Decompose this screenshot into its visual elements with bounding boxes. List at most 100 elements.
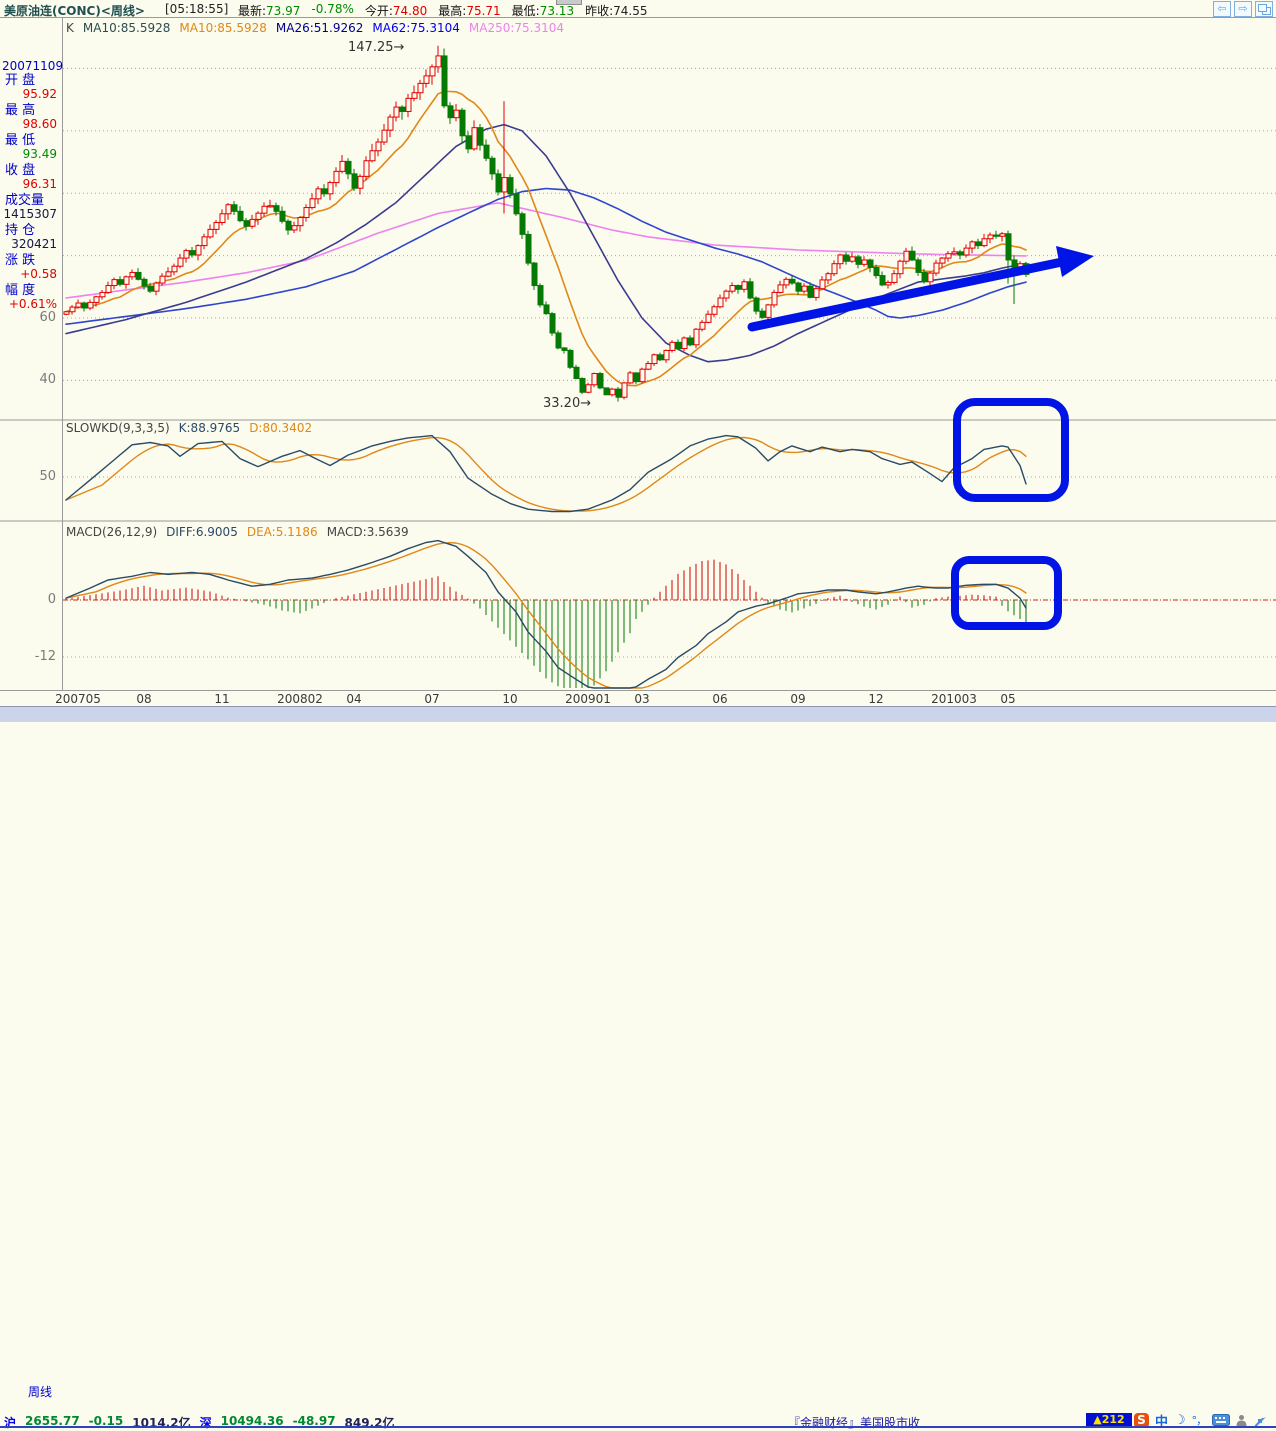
index-quote-segment: 沪 <box>4 1416 17 1430</box>
quote-row-label: 幅 度 <box>5 283 36 298</box>
index-quote-segment: 深 <box>199 1416 212 1430</box>
ma-header: K MA10:85.5928 MA10:85.5928 MA26:51.9262 MA… <box>66 21 564 35</box>
slowkd-header: SLOWKD(9,3,3,5) K:88.9765 D:80.3402 <box>66 421 312 435</box>
indicator-value: MACD:3.5639 <box>326 525 409 539</box>
slowkd-name: SLOWKD(9,3,3,5) <box>66 421 170 435</box>
quote-field-label: 昨收: <box>585 4 614 18</box>
indicator-value: MA10:85.5928 <box>179 21 267 35</box>
forward-arrow-button[interactable]: ⇨ <box>1234 1 1252 17</box>
x-axis-label: 200705 <box>55 692 101 706</box>
quote-field: 最低:73.13 <box>512 2 574 19</box>
quote-row-label: 涨 跌 <box>5 253 36 268</box>
quote-field: 最高:75.71 <box>438 2 500 19</box>
quote-field-value: 73.97 <box>266 4 301 18</box>
x-axis-label: 200901 <box>565 692 611 706</box>
quote-row-value: 96.31 <box>22 177 57 191</box>
quote-field-value: 74.55 <box>613 4 648 18</box>
quote-field-value: 74.80 <box>392 4 428 18</box>
low-price-callout: 33.20→ <box>543 396 592 411</box>
quote-row-value: 95.92 <box>22 87 57 101</box>
quote-summary-fields: 最新:73.97 -0.78% 今开:74.80 最高:75.71 最低:73.13 昨收… <box>238 2 647 19</box>
annotation-box <box>951 556 1062 630</box>
y-axis-label: 60 <box>39 310 56 325</box>
indicator-value: MA62:75.3104 <box>372 21 460 35</box>
quote-field: 昨收:74.55 <box>585 2 647 19</box>
quote-field-label: 最高: <box>438 4 467 18</box>
x-axis-label: 201003 <box>931 692 977 706</box>
status-bar: 沪 2655.77 -0.15 1014.2亿深 10494.36 -48.97 849.2… <box>0 706 1276 1430</box>
quote-field-label: 今开: <box>364 4 393 18</box>
quote-row-value: 93.49 <box>22 147 57 161</box>
candlestick-series <box>63 45 1030 402</box>
x-axis-label: 07 <box>424 692 440 706</box>
x-axis-label: 03 <box>634 692 650 706</box>
index-quotes: 沪 2655.77 -0.15 1014.2亿深 10494.36 -48.97 849.2… <box>4 1414 395 1431</box>
x-axis-label: 12 <box>868 692 884 706</box>
quote-row-label: 最 低 <box>5 133 36 148</box>
chart-canvas[interactable] <box>0 0 1276 721</box>
quote-date: 20071109 <box>2 59 64 73</box>
x-axis-label: 200802 <box>277 692 323 706</box>
index-quote-segment: -0.15 <box>88 1414 124 1428</box>
quote-time: [05:18:55] <box>165 2 229 16</box>
y-axis-label: -12 <box>34 649 56 664</box>
quote-row-value: +0.61% <box>8 297 57 311</box>
y-axis-label: 50 <box>39 469 56 484</box>
peak-price-callout: 147.25→ <box>348 40 405 55</box>
k-chart-label: K <box>66 21 74 35</box>
quote-side-panel: 20071109 开 盘 95.92 最 高 98.60 最 低 93.49 收 盘 96.3… <box>0 17 63 690</box>
macd-header: MACD(26,12,9) DIFF:6.9005 DEA:5.1186 MACD:… <box>66 525 409 539</box>
indicator-value: DIFF:6.9005 <box>166 525 238 539</box>
ime-keyboard-icon[interactable] <box>1212 1414 1231 1426</box>
x-axis-label: 11 <box>214 692 230 706</box>
cascade-windows-button[interactable] <box>1255 1 1273 17</box>
x-axis-label: 08 <box>136 692 152 706</box>
indicator-value: MA26:51.9262 <box>275 21 364 35</box>
x-axis-label: 10 <box>502 692 518 706</box>
quote-field-value: 73.13 <box>539 4 575 18</box>
instrument-title: 美原油连(CONC)<周线> <box>4 4 145 18</box>
ime-user-icon[interactable] <box>1236 1414 1247 1426</box>
y-axis-label: 0 <box>47 592 56 607</box>
quote-field: -0.78% <box>311 2 353 19</box>
window-buttons: ⇦ ⇨ <box>1213 1 1273 17</box>
x-axis-label: 09 <box>790 692 806 706</box>
slowkd-lines <box>65 434 1027 513</box>
quote-row-value: 1415307 <box>3 207 57 221</box>
quote-rows: 开 盘 95.92 最 高 98.60 最 低 93.49 收 盘 96.31 成交量 14153… <box>0 74 60 314</box>
news-ticker[interactable]: 『金融财经』美国股市收 <box>788 1416 921 1430</box>
trend-arrow-head <box>1056 246 1094 277</box>
indicator-value: DEA:5.1186 <box>246 525 318 539</box>
indicator-value: MA10:85.5928 <box>82 21 171 35</box>
bottom-accent-strip <box>0 1426 1276 1428</box>
x-axis-label: 05 <box>1000 692 1016 706</box>
index-quote-segment: 2655.77 <box>25 1414 80 1428</box>
quote-row-label: 最 高 <box>5 103 36 118</box>
quote-row-label: 收 盘 <box>5 163 36 178</box>
ticker-badge[interactable]: ▲212 <box>1086 1413 1132 1427</box>
indicator-value: K:88.9765 <box>178 421 241 435</box>
index-quote-segment: 1014.2亿 <box>132 1416 191 1430</box>
x-axis-label: 06 <box>712 692 728 706</box>
indicator-value: D:80.3402 <box>249 421 313 435</box>
macd-name: MACD(26,12,9) <box>66 525 158 539</box>
quote-field-label: 最新: <box>238 4 267 18</box>
quote-row-label: 成交量 <box>5 193 45 208</box>
index-quote-segment: -48.97 <box>292 1414 336 1428</box>
trend-arrow <box>747 257 1067 332</box>
x-axis-label: 04 <box>346 692 362 706</box>
quote-row-value: 320421 <box>11 237 57 251</box>
period-label: 周线 <box>28 1385 53 1399</box>
indicator-value: MA250:75.3104 <box>468 21 565 35</box>
quote-row-label: 持 仓 <box>5 223 36 238</box>
y-axis-label: 40 <box>39 372 56 388</box>
toolbar-grip[interactable] <box>556 0 582 5</box>
ime-wrench-icon[interactable] <box>1253 1414 1266 1427</box>
macd-plot <box>65 539 1027 689</box>
title-bar: 美原油连(CONC)<周线> [05:18:55] 最新:73.97 -0.78%… <box>0 0 1276 18</box>
panel-borders <box>0 419 1276 522</box>
back-arrow-button[interactable]: ⇦ <box>1213 1 1231 17</box>
hand-drawn-annotations <box>747 246 1094 630</box>
quote-row-value: 98.60 <box>22 117 57 131</box>
